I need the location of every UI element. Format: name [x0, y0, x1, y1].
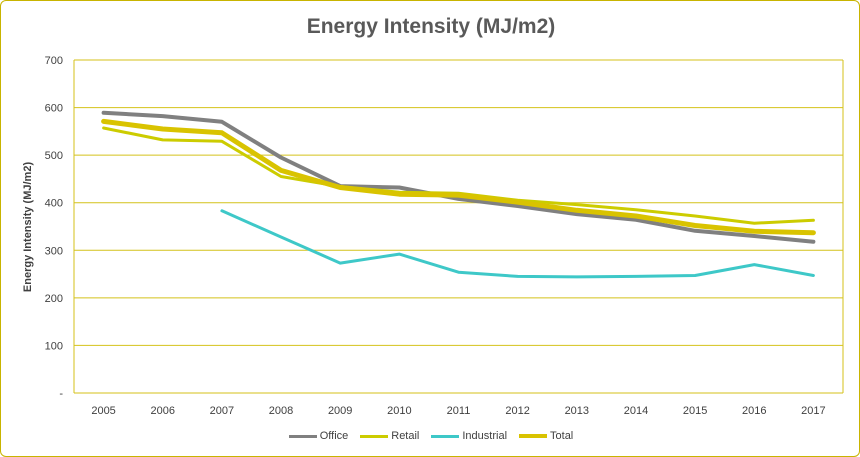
x-tick-label: 2008 — [269, 405, 293, 417]
legend: Office Retail Industrial Total — [1, 430, 859, 442]
x-tick-label: 2007 — [210, 405, 234, 417]
y-tick-label: 100 — [45, 340, 63, 352]
x-tick-label: 2016 — [742, 405, 766, 417]
legend-label-total: Total — [550, 430, 574, 442]
x-tick-label: 2017 — [801, 405, 825, 417]
y-tick-label: 700 — [45, 55, 63, 67]
y-axis-label: Energy Intensity (MJ/m2) — [22, 162, 34, 293]
y-tick-label: - — [59, 388, 63, 400]
x-tick-label: 2015 — [683, 405, 707, 417]
y-axis-ticks: - 100 200 300 400 500 600 700 — [45, 55, 64, 400]
series-lines — [101, 110, 816, 279]
x-tick-label: 2014 — [624, 405, 648, 417]
chart-title: Energy Intensity (MJ/m2) — [306, 15, 556, 38]
series-line-office — [101, 110, 816, 244]
legend-item-office: Office — [288, 430, 349, 442]
x-tick-label: 2005 — [91, 405, 115, 417]
series-line-retail — [102, 126, 815, 225]
y-tick-label: 400 — [45, 198, 63, 210]
y-tick-label: 200 — [45, 293, 63, 305]
legend-label-retail: Retail — [391, 430, 420, 442]
gridlines — [73, 59, 844, 394]
y-tick-label: 300 — [45, 245, 63, 257]
x-tick-label: 2013 — [565, 405, 589, 417]
legend-item-industrial: Industrial — [431, 430, 507, 442]
x-tick-label: 2011 — [447, 405, 471, 417]
y-tick-label: 500 — [45, 150, 63, 162]
legend-swatch-industrial — [431, 434, 460, 438]
x-tick-label: 2006 — [150, 405, 174, 417]
series-line-total — [101, 118, 816, 236]
legend-label-industrial: Industrial — [462, 430, 508, 442]
x-tick-label: 2012 — [505, 405, 529, 417]
legend-swatch-total — [519, 434, 548, 438]
legend-label-office: Office — [319, 430, 349, 442]
legend-item-total: Total — [519, 430, 573, 442]
legend-item-retail: Retail — [360, 430, 419, 442]
series-line-industrial — [220, 209, 815, 279]
legend-swatch-retail — [360, 434, 389, 438]
x-axis-ticks: 2005 2006 2007 2008 2009 2010 2011 2012 2013 2014… — [91, 405, 825, 417]
x-tick-label: 2009 — [328, 405, 352, 417]
legend-swatch-office — [288, 434, 317, 438]
x-tick-label: 2010 — [387, 405, 411, 417]
y-tick-label: 600 — [45, 103, 63, 115]
